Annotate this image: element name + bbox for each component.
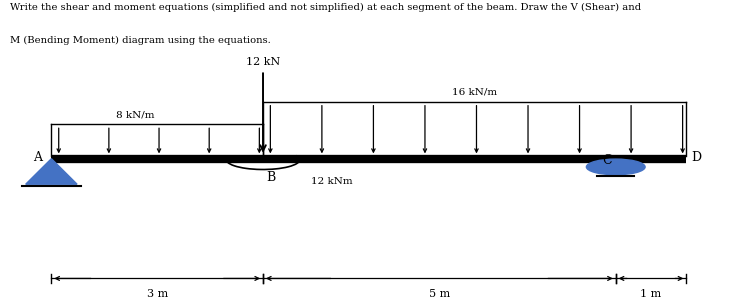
Polygon shape xyxy=(26,159,77,184)
Text: 5 m: 5 m xyxy=(429,289,450,299)
Text: 8 kN/m: 8 kN/m xyxy=(116,111,154,119)
Text: Write the shear and moment equations (simplified and not simplified) at each seg: Write the shear and moment equations (si… xyxy=(10,3,641,12)
Text: M (Bending Moment) diagram using the equations.: M (Bending Moment) diagram using the equ… xyxy=(10,36,270,45)
Text: B: B xyxy=(266,172,276,185)
Text: 1 m: 1 m xyxy=(640,289,661,299)
Text: C: C xyxy=(603,154,612,167)
Text: 12 kNm: 12 kNm xyxy=(310,177,352,186)
Circle shape xyxy=(586,159,645,175)
Text: 3 m: 3 m xyxy=(147,289,168,299)
Text: 16 kN/m: 16 kN/m xyxy=(452,88,497,97)
Text: 12 kN: 12 kN xyxy=(246,57,280,67)
Text: A: A xyxy=(34,151,43,164)
Text: D: D xyxy=(691,151,702,164)
